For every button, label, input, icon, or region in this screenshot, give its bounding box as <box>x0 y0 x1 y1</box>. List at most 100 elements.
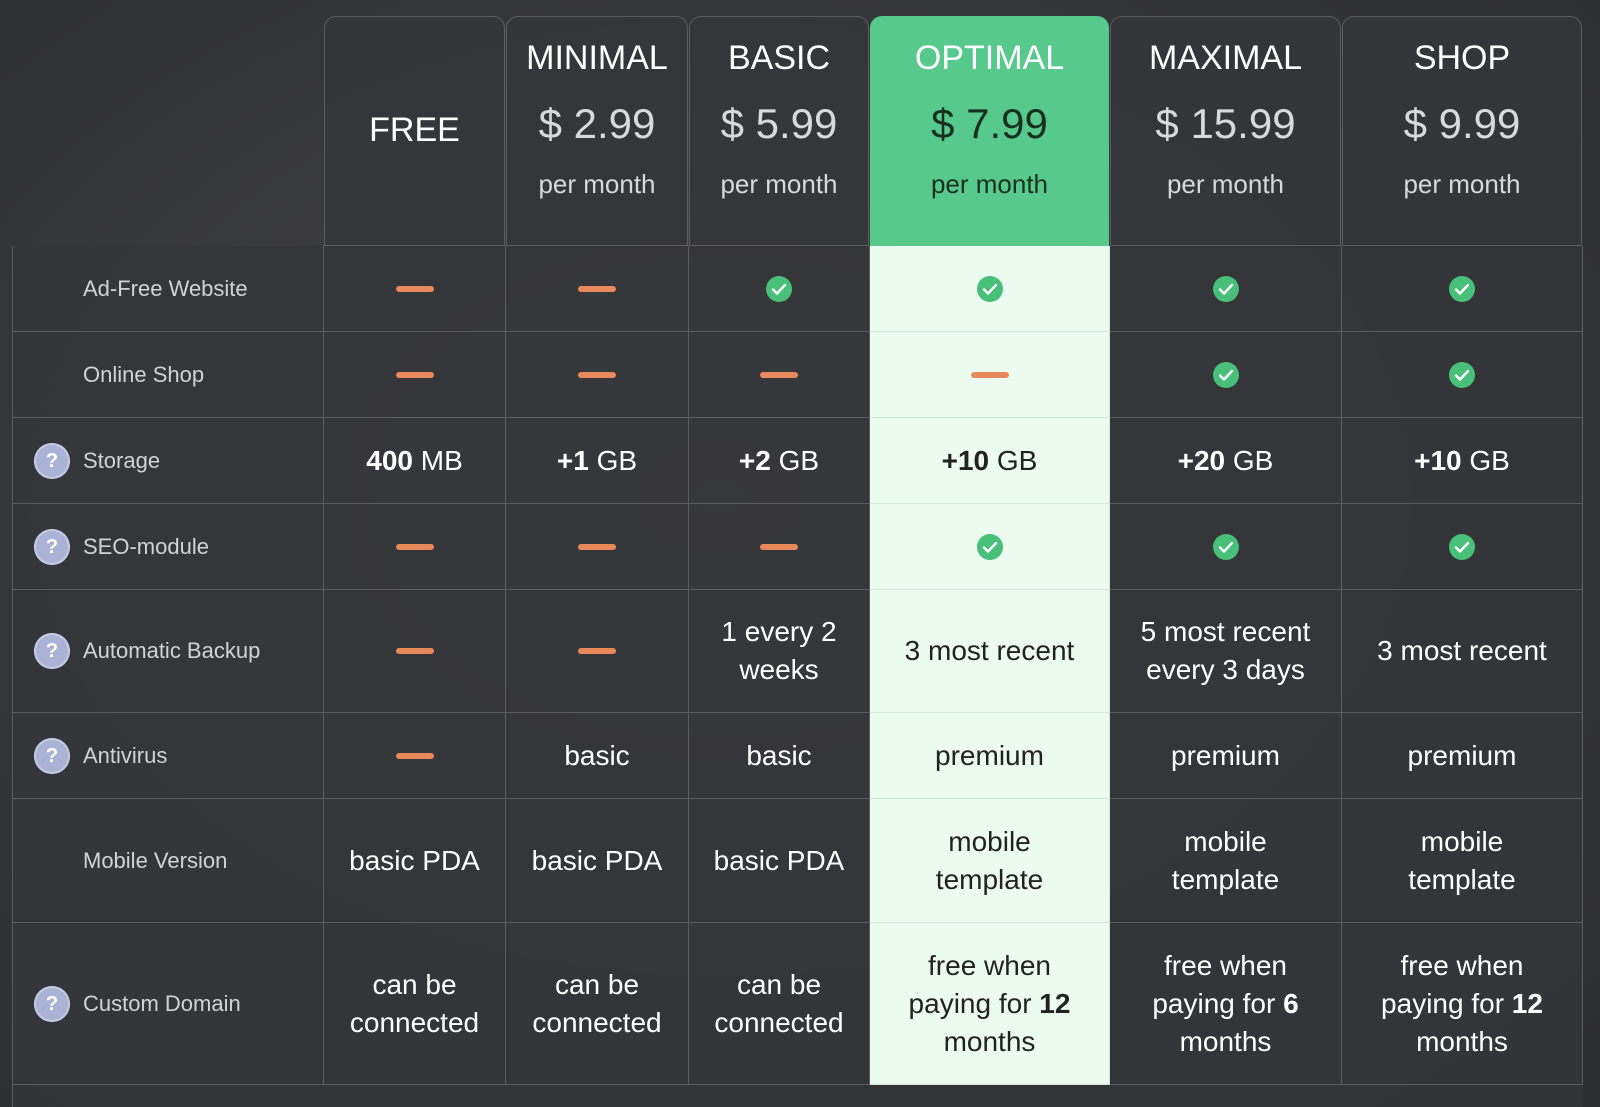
plan-header: MINIMAL $ 2.99 per month <box>506 16 688 246</box>
feature-cell: mobile template <box>1110 799 1342 923</box>
feature-cell: basic PDA <box>324 799 506 923</box>
cell-text: mobile template <box>1408 825 1516 895</box>
feature-cell <box>324 246 506 332</box>
feature-cell: premium <box>1110 713 1342 799</box>
feature-cell: +10 GB <box>870 418 1110 504</box>
feature-cell: +2 GB <box>689 418 870 504</box>
feature-name: Ad-Free Website <box>83 275 248 301</box>
cell-text: free when paying for 6 months <box>1136 947 1316 1061</box>
cell-text: 1 every 2 weeks <box>721 616 837 685</box>
plan-name: BASIC <box>727 39 831 77</box>
cell-text: mobile template <box>1171 825 1280 895</box>
cell-text: premium <box>935 739 1044 771</box>
cell-text: mobile template <box>935 825 1044 895</box>
feature-cell: can be connected <box>689 923 870 1085</box>
plan-period: per month <box>538 169 656 199</box>
text-run: 6 <box>1283 987 1299 1019</box>
dash-icon <box>760 371 798 378</box>
text-run: GB <box>1461 444 1510 476</box>
plan-header: FREE <box>324 16 505 246</box>
feature-cell: 1 every 2 weeks <box>689 590 870 713</box>
feature-cell <box>1110 246 1342 332</box>
text-run: MB <box>412 444 463 476</box>
plan-period: per month <box>1166 169 1285 199</box>
feature-cell <box>1110 504 1342 590</box>
dash-icon <box>395 543 434 550</box>
dash-icon <box>970 371 1009 378</box>
plan-header: BASIC $ 5.99 per month <box>689 16 869 246</box>
check-icon <box>1212 275 1239 302</box>
feature-label: Online Shop <box>12 332 324 418</box>
plan-header: MAXIMAL $ 15.99 per month <box>1110 16 1341 246</box>
dash-icon <box>760 543 798 550</box>
feature-cell: +1 GB <box>506 418 689 504</box>
cell-text: basic PDA <box>349 844 480 876</box>
feature-cell: premium <box>870 713 1110 799</box>
feature-name: Mobile Version <box>83 847 228 873</box>
check-icon <box>1449 275 1475 302</box>
feature-name: Storage <box>83 447 161 473</box>
feature-cell: +10 GB <box>1342 418 1583 504</box>
feature-cell <box>506 590 689 713</box>
cell-text: premium <box>1171 739 1280 771</box>
feature-cell: basic PDA <box>506 799 689 923</box>
feature-cell: mobile template <box>1342 799 1583 923</box>
text-run: months <box>943 987 1079 1057</box>
dash-icon <box>395 752 434 759</box>
cell-text: free when paying for 12 months <box>1372 947 1552 1061</box>
cell-text: basic PDA <box>713 844 845 876</box>
feature-name: Automatic Backup <box>83 638 261 663</box>
feature-cell: basic PDA <box>689 799 870 923</box>
feature-label: Mobile Version <box>12 799 324 923</box>
corner-spacer <box>12 16 324 246</box>
plan-header: OPTIMAL $ 7.99 per month <box>870 16 1109 246</box>
feature-cell: mobile template <box>870 799 1110 923</box>
text-run: +10 <box>941 444 990 476</box>
plan-name: FREE <box>369 111 460 149</box>
cell-text: +10 GB <box>942 442 1038 480</box>
feature-cell: premium <box>1342 713 1583 799</box>
feature-name: SEO-module <box>83 533 209 559</box>
text-run: free when paying for <box>1152 949 1295 1019</box>
feature-cell <box>506 246 689 332</box>
plan-price: $ 15.99 <box>1155 100 1296 147</box>
feature-cell <box>506 504 689 590</box>
cell-text: can be connected <box>532 968 662 1038</box>
cell-text: +2 GB <box>739 442 819 480</box>
cell-text: can be connected <box>349 968 480 1038</box>
feature-cell: 3 most recent <box>870 590 1110 713</box>
plan-name: MINIMAL <box>526 39 668 77</box>
feature-cell: free when paying for 12 months <box>870 923 1110 1085</box>
text-run: 12 <box>1511 987 1543 1019</box>
text-run: months <box>1416 987 1551 1057</box>
feature-name: Antivirus <box>83 742 168 768</box>
plan-price: $ 5.99 <box>720 100 838 147</box>
feature-cell: free when paying for 6 months <box>1110 923 1342 1085</box>
feature-cell <box>870 246 1110 332</box>
feature-cell: basic <box>689 713 870 799</box>
cell-text: +10 GB <box>1414 442 1510 480</box>
feature-cell <box>324 713 506 799</box>
dash-icon <box>395 285 434 292</box>
text-run: months <box>1179 987 1307 1057</box>
feature-cell <box>1342 332 1583 418</box>
feature-cell <box>506 332 689 418</box>
feature-label: ? Custom Domain <box>12 923 324 1085</box>
text-run: +10 <box>1414 444 1462 476</box>
check-icon <box>1449 361 1475 388</box>
feature-cell: 5 most recent every 3 days <box>1110 590 1342 713</box>
plan-price: $ 7.99 <box>931 100 1048 147</box>
feature-cell <box>324 504 506 590</box>
dash-icon <box>578 543 616 550</box>
feature-cell: 400 MB <box>324 418 506 504</box>
feature-cell <box>870 332 1110 418</box>
cell-text: 3 most recent <box>904 635 1075 666</box>
feature-label: ? Storage <box>12 418 324 504</box>
text-run: GB <box>770 444 820 476</box>
check-icon <box>976 275 1003 302</box>
feature-cell <box>1110 332 1342 418</box>
feature-label: ? Automatic Backup <box>12 590 324 713</box>
plan-period: per month <box>930 169 1049 199</box>
help-icon: ? <box>34 737 70 774</box>
check-icon <box>1212 361 1239 388</box>
